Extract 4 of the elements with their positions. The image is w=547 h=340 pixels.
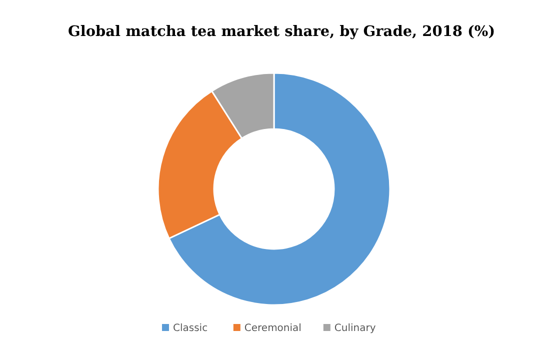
chart-title: Global matcha tea market share, by Grade, 2018 (%) — [68, 23, 496, 40]
legend-label: Ceremonial — [244, 323, 302, 334]
legend-label: Classic — [173, 323, 208, 334]
legend-label: Culinary — [334, 323, 376, 334]
